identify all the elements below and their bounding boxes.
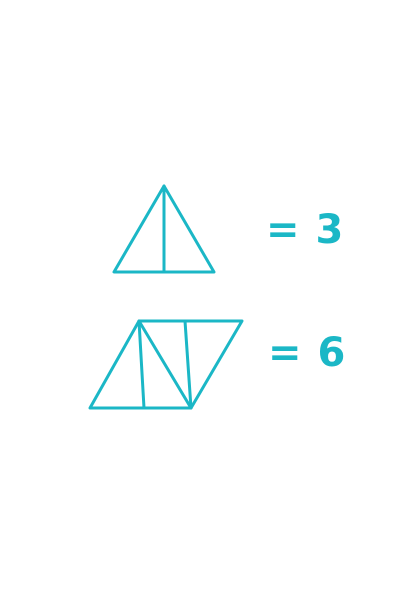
answer-row-2: = 6 (268, 330, 347, 376)
parallelogram-divider-right (183, 319, 193, 410)
answer-row-1: = 3 (266, 207, 345, 253)
subdivided-parallelogram (88, 319, 244, 410)
parallelogram-divider-left (137, 319, 146, 410)
split-triangle (112, 184, 216, 274)
parallelogram-diagonal (137, 319, 193, 410)
